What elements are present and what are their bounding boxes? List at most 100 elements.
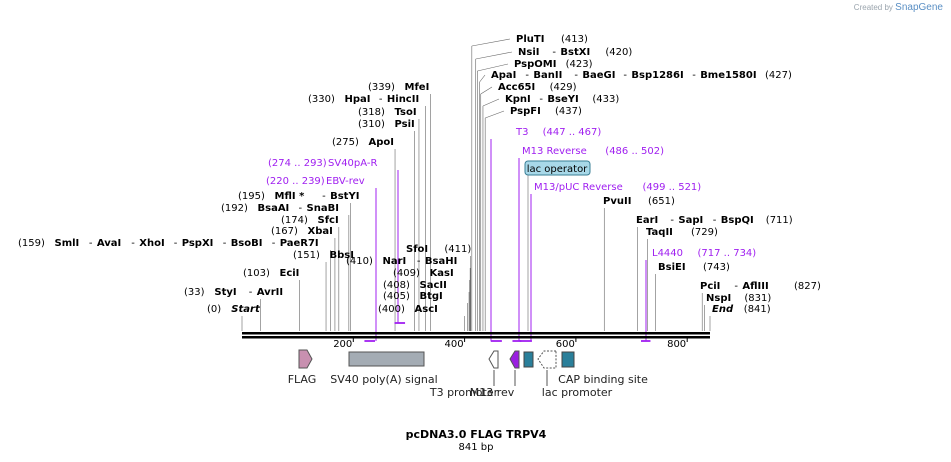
site-position: (420)	[605, 47, 632, 58]
enzyme-name: BstYI	[330, 191, 359, 202]
cap-binding-box	[561, 351, 575, 368]
site-separator: -	[734, 281, 738, 292]
site-position: (408)	[383, 280, 410, 291]
site-separator: -	[89, 238, 93, 249]
site-position: (729)	[691, 227, 718, 238]
site-position: (651)	[648, 196, 675, 207]
m13-rev-arrow	[509, 350, 520, 369]
site-separator: -	[249, 287, 253, 298]
enzyme-name: BaeGI	[582, 70, 615, 81]
enzyme-name: EarI	[636, 215, 658, 226]
enzyme-name: SfoI	[406, 244, 428, 255]
site-position: (405)	[383, 291, 410, 302]
site-position: (103)	[243, 268, 270, 279]
lac-promoter-label: lac promoter	[542, 386, 613, 399]
enzyme-name: PspOMI	[514, 59, 556, 70]
enzyme-name: TaqII	[646, 227, 673, 238]
enzyme-name: NsiI	[518, 47, 539, 58]
enzyme-name: HincII	[387, 94, 419, 105]
primer-range: (220 .. 239)	[266, 176, 325, 187]
primer-range: (486 .. 502)	[605, 146, 664, 157]
site-position: (167)	[271, 226, 298, 237]
backbone: 200 400 600 800	[242, 332, 710, 350]
site-position: (743)	[703, 262, 730, 273]
enzyme-name: AvrII	[257, 287, 283, 298]
enzyme-name: XhoI	[139, 238, 164, 249]
site-position: (841)	[744, 304, 771, 315]
site-line-leader	[485, 110, 505, 119]
site-position: (192)	[221, 203, 248, 214]
enzyme-name: SacII	[420, 280, 447, 291]
axis-tick-label: 200	[333, 339, 352, 350]
enzyme-name: AflIII	[742, 281, 768, 292]
site-separator: -	[670, 215, 674, 226]
enzyme-name: End	[712, 304, 734, 315]
sv40-polya-label: SV40 poly(A) signal	[330, 373, 437, 386]
site-line-leader	[480, 86, 493, 95]
site-position: (427)	[765, 70, 792, 81]
sv40-polya-box	[348, 351, 425, 367]
map-length: 841 bp	[459, 442, 494, 453]
site-position: (33)	[184, 287, 205, 298]
primer-name: T3	[515, 127, 528, 138]
primer-name: EBV-rev	[326, 176, 365, 187]
enzyme-name: PsiI	[395, 119, 415, 130]
snapgene-logo: SnapGene	[895, 2, 943, 13]
site-line-leader	[482, 98, 500, 107]
enzyme-name: SapI	[678, 215, 703, 226]
t3-promoter-arrow	[488, 350, 499, 369]
site-lines	[241, 38, 711, 342]
enzyme-name: BsaHI	[425, 256, 457, 267]
site-separator: -	[539, 94, 543, 105]
enzyme-name: ApaI	[491, 70, 516, 81]
axis-tick-label: 400	[444, 339, 463, 350]
site-position: (310)	[358, 119, 385, 130]
m13-rev-label: M13 rev	[470, 386, 515, 399]
enzyme-name: ApoI	[369, 137, 395, 148]
site-line-leader	[479, 74, 486, 83]
primer-name: M13 Reverse	[522, 146, 587, 157]
enzyme-name: BanII	[533, 70, 562, 81]
site-separator: -	[174, 238, 178, 249]
enzyme-name: PaeR7I	[280, 238, 319, 249]
credit: Created by SnapGene	[854, 2, 943, 13]
site-separator: -	[299, 203, 303, 214]
site-position: (0)	[207, 304, 221, 315]
site-separator: -	[379, 94, 383, 105]
site-position: (433)	[592, 94, 619, 105]
primer-name: SV40pA-R	[328, 158, 377, 169]
enzyme-name: Bsp1286I	[631, 70, 683, 81]
axis-tick-label: 600	[556, 339, 575, 350]
site-separator: -	[417, 256, 421, 267]
site-position: (413)	[561, 34, 588, 45]
lac-operator-box	[524, 160, 591, 176]
enzyme-name: KasI	[430, 268, 454, 279]
primer-name: M13/pUC Reverse	[534, 182, 623, 193]
site-separator: -	[552, 47, 556, 58]
site-position: (411)	[444, 244, 471, 255]
enzyme-name: XbaI	[308, 226, 333, 237]
enzyme-name: BsaAI	[258, 203, 290, 214]
enzyme-name: BsoBI	[231, 238, 263, 249]
enzyme-name: PvuII	[603, 196, 631, 207]
site-position: (174)	[281, 215, 308, 226]
map-title: pcDNA3.0 FLAG TRPV4	[406, 428, 547, 441]
site-position: (339)	[368, 82, 395, 93]
enzyme-name: PciI	[700, 281, 720, 292]
site-position: (831)	[744, 293, 771, 304]
enzyme-name: BsiEI	[658, 262, 686, 273]
site-separator: -	[525, 70, 529, 81]
site-position: (151)	[293, 250, 320, 261]
enzyme-name: NspI	[706, 293, 731, 304]
site-position: (711)	[766, 215, 793, 226]
site-separator: -	[272, 238, 276, 249]
enzyme-name: SmlI	[55, 238, 80, 249]
site-position: (410)	[346, 256, 373, 267]
enzyme-name: PluTI	[516, 34, 544, 45]
enzyme-name: PspXI	[182, 238, 214, 249]
site-separator: -	[623, 70, 627, 81]
site-position: (159)	[18, 238, 45, 249]
site-position: (429)	[550, 82, 577, 93]
credit-prefix: Created by	[853, 3, 893, 12]
